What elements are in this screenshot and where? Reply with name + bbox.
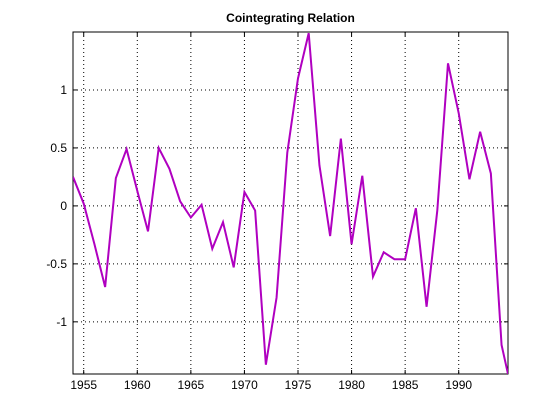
chart-title: Cointegrating Relation [226,11,355,25]
x-tick-labels: 1955 1960 1965 1970 1975 1980 1985 1990 [70,378,472,392]
plot-area [72,31,509,375]
x-tick-label: 1965 [178,378,205,392]
y-tick-label: -1 [56,315,67,329]
x-tick-label: 1990 [445,378,472,392]
x-grid [83,32,460,374]
x-tick-label: 1975 [285,378,312,392]
y-tick-label: 0.5 [50,141,67,155]
y-tick-labels: 1 0.5 0 -0.5 -1 [46,83,67,329]
series-line [73,32,508,374]
x-tick-label: 1960 [124,378,151,392]
series-layer [73,32,508,374]
tick-marks [73,32,508,374]
y-tick-label: -0.5 [46,257,67,271]
x-tick-label: 1985 [392,378,419,392]
y-grid [73,89,508,323]
x-tick-label: 1980 [338,378,365,392]
x-tick-label: 1970 [231,378,258,392]
y-tick-label: 0 [60,199,67,213]
x-tick-label: 1955 [70,378,97,392]
y-tick-label: 1 [60,83,67,97]
